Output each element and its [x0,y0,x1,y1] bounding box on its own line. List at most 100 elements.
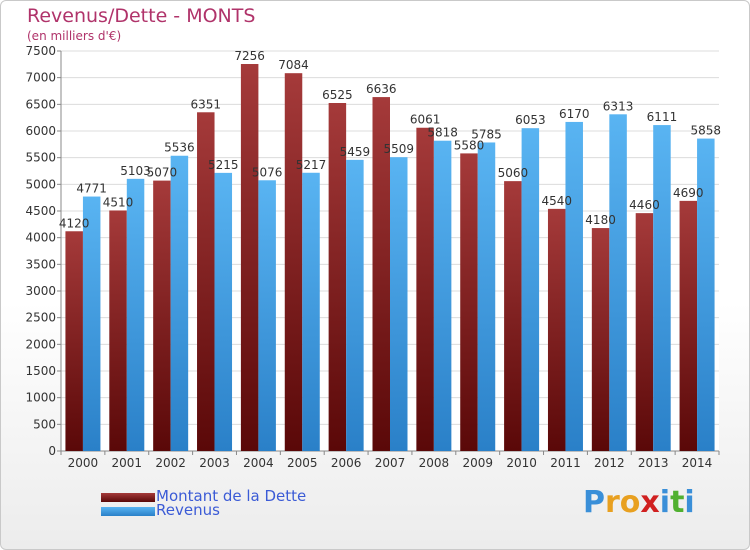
x-tick-label: 2001 [112,456,143,470]
y-tick-label: 2500 [25,311,56,325]
bar-dette [504,181,522,451]
bars [65,64,715,452]
value-label: 6525 [322,88,353,102]
logo-letter: r [605,485,620,520]
value-label: 7084 [278,58,309,72]
y-tick-label: 5500 [25,151,56,165]
bar-revenus [653,125,671,451]
y-tick-label: 4500 [25,204,56,218]
value-label: 5217 [296,158,327,172]
value-label: 5818 [427,126,458,140]
value-label: 6111 [647,110,678,124]
y-tick-label: 0 [48,444,56,458]
bar-revenus [477,142,496,451]
bar-dette [328,103,347,451]
value-label: 5215 [208,158,239,172]
bar-revenus [697,138,715,451]
value-label: 6170 [559,107,590,121]
y-tick-label: 5000 [25,177,56,191]
y-tick-label: 3000 [25,284,56,298]
value-label: 5459 [340,145,371,159]
x-tick-label: 2005 [287,456,318,470]
value-label: 5070 [147,166,178,180]
value-label: 6313 [603,99,634,113]
bar-dette [416,127,434,451]
value-label: 4180 [585,213,616,227]
logo-letter: o [619,485,641,520]
value-label: 6061 [410,113,441,127]
bar-dette [372,97,390,451]
bar-dette [460,153,478,451]
y-tick-label: 7500 [25,44,56,58]
bar-dette [284,73,303,451]
bar-revenus [433,140,452,451]
legend-label-revenus: Revenus [156,501,220,519]
x-tick-label: 2013 [638,456,669,470]
x-tick-label: 2003 [199,456,230,470]
legend-swatch-dette [101,493,155,502]
logo-letter: P [583,485,605,520]
x-tick-label: 2010 [506,456,537,470]
value-label: 5580 [454,138,485,152]
value-label: 5785 [471,127,502,141]
bar-dette [109,210,127,451]
value-label: 4771 [76,182,107,196]
bar-revenus [346,159,364,451]
legend-swatch-revenus [101,507,155,516]
chart-subtitle: (en milliers d'€) [27,29,122,43]
bar-revenus [609,114,627,451]
value-label: 5103 [120,164,151,178]
x-tick-label: 2006 [331,456,362,470]
value-label: 6351 [191,97,222,111]
bar-revenus [214,172,233,451]
bar-dette [547,208,566,451]
value-label: 5076 [252,165,283,179]
value-label: 7256 [234,49,265,63]
x-tick-label: 2011 [550,456,581,470]
value-label: 5060 [498,166,529,180]
value-label: 5536 [164,141,195,155]
bar-dette [153,180,171,451]
chart-title: Revenus/Dette - MONTS [27,5,256,27]
logo-letter: i [659,485,671,520]
bar-dette [240,64,259,451]
bar-revenus [302,172,320,451]
bar-revenus [390,157,408,452]
value-label: 6053 [515,113,546,127]
bar-dette [65,231,83,451]
y-tick-label: 3500 [25,257,56,271]
x-tick-label: 2012 [594,456,625,470]
x-tick-label: 2007 [375,456,406,470]
y-tick-label: 1000 [25,391,56,405]
logo-letter: t [670,485,685,520]
y-tick-label: 1500 [25,364,56,378]
x-axis-ticks: 2000 2001 2002 2003 2004 2005 2006 2007 2008 2009… [60,451,720,470]
x-tick-label: 2014 [682,456,713,470]
value-label: 4510 [103,195,134,209]
legend-label-dette: Montant de la Dette [156,487,307,505]
x-tick-label: 2008 [419,456,450,470]
bar-revenus [170,155,189,451]
logo-letter: x [640,485,660,520]
x-tick-label: 2009 [462,456,493,470]
bar-dette [679,200,698,451]
y-tick-label: 4000 [25,231,56,245]
x-tick-label: 2004 [243,456,274,470]
bar-revenus [565,121,583,451]
x-tick-label: 2000 [68,456,99,470]
y-tick-label: 6000 [25,124,56,138]
value-label: 4460 [629,198,660,212]
bar-dette [635,213,654,451]
logo-letter: i [684,485,695,520]
x-tick-label: 2002 [155,456,186,470]
value-label: 4690 [673,186,704,200]
y-tick-label: 500 [33,417,56,431]
y-tick-label: 6500 [25,97,56,111]
value-label: 5509 [383,142,414,156]
bar-dette [591,228,610,451]
bar-dette [197,112,215,451]
bar-revenus [521,128,540,451]
